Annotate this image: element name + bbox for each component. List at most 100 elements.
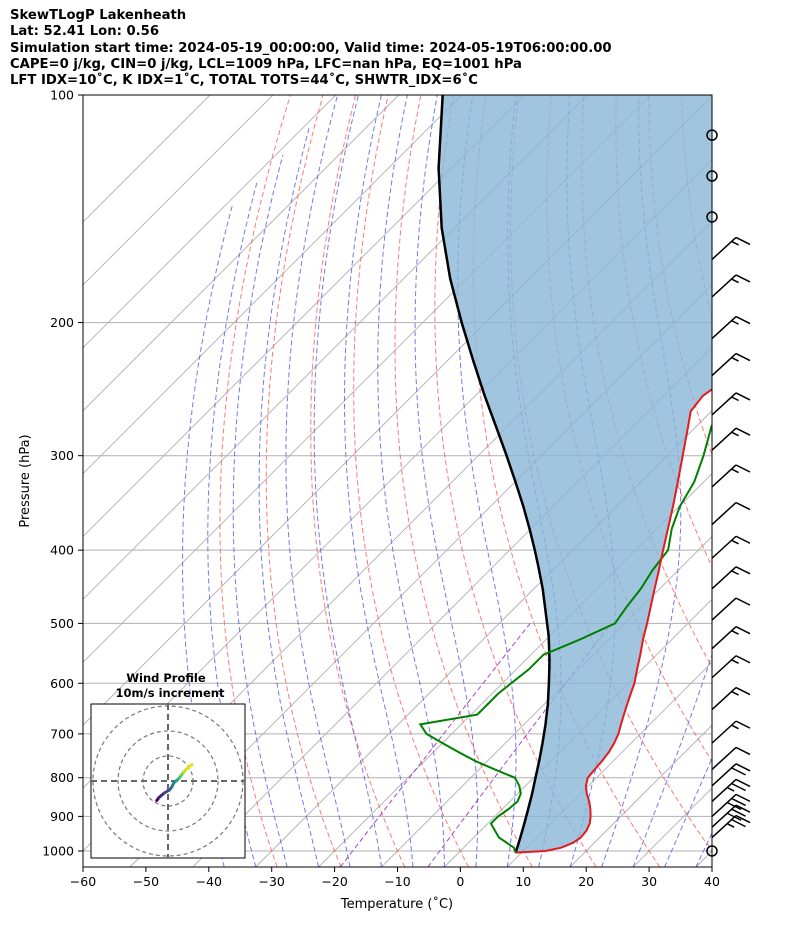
wind-barb-half xyxy=(726,786,735,792)
wind-barb-full xyxy=(731,782,746,792)
x-tick-label: −10 xyxy=(384,874,410,889)
isotherm-line xyxy=(83,95,337,349)
wind-barb-full xyxy=(726,812,742,821)
x-tick-label: −40 xyxy=(196,874,222,889)
calm-wind-circle xyxy=(706,211,718,223)
cape-cin-shading xyxy=(438,95,712,853)
wind-barb-staff xyxy=(711,597,737,621)
wind-barb-full xyxy=(731,797,746,807)
wind-barb-staff xyxy=(711,746,737,770)
y-tick-label: 700 xyxy=(50,726,74,741)
wind-barb-full xyxy=(735,763,751,772)
x-tick-label: −20 xyxy=(321,874,347,889)
wind-barb-full xyxy=(735,626,751,635)
moist-adiabat xyxy=(601,95,682,867)
moist-adiabat xyxy=(632,653,712,867)
wind-barb-full xyxy=(735,535,751,544)
wind-barb-full xyxy=(735,236,751,246)
y-tick-label: 500 xyxy=(50,616,74,631)
calm-wind-circle xyxy=(706,845,718,857)
wind-barb-staff xyxy=(711,626,737,650)
axis-ticks: −60 −50 −40 −30 −20 −10 0 10 20 30 40 100 200 300 400 5… xyxy=(42,88,720,890)
wind-barb-staff xyxy=(711,352,737,377)
moist-adiabat xyxy=(285,95,351,867)
dry-adiabat xyxy=(219,95,291,867)
y-tick-label: 800 xyxy=(50,770,74,785)
x-tick-label: 20 xyxy=(578,874,594,889)
y-tick-label: 600 xyxy=(50,676,74,691)
wind-barb-full xyxy=(735,720,751,729)
wind-barb-half xyxy=(731,468,739,474)
x-tick-label: 10 xyxy=(515,874,531,889)
dry-adiabat xyxy=(353,95,469,867)
chart-header: SkewTLogP Lakenheath Lat: 52.41 Lon: 0.5… xyxy=(10,8,612,89)
wind-barb-full xyxy=(735,793,751,803)
time-line: Simulation start time: 2024-05-19_00:00:… xyxy=(10,40,612,56)
wind-barb-half xyxy=(731,539,739,545)
isotherm-line xyxy=(83,95,274,286)
x-tick-label: −30 xyxy=(259,874,285,889)
wind-barb-staff xyxy=(711,655,737,679)
wind-barb-full xyxy=(735,352,751,362)
wind-barb-full xyxy=(735,597,751,606)
wind-barb-half xyxy=(726,823,735,828)
mixing-ratio-line xyxy=(339,623,531,867)
wind-barb-half xyxy=(731,431,739,437)
profiles xyxy=(418,95,712,854)
moist-adiabat xyxy=(377,95,445,867)
x-axis-label: Temperature (˚C) xyxy=(340,896,453,912)
y-tick-label: 1000 xyxy=(42,843,74,858)
wind-barb-half xyxy=(731,630,739,635)
wind-barb-full xyxy=(731,767,746,776)
wind-barb-half xyxy=(731,278,739,284)
wind-barb-full xyxy=(735,392,751,401)
dry-adiabat xyxy=(747,95,794,867)
isotherm-line xyxy=(83,95,399,412)
wind-barb-full xyxy=(735,427,751,436)
location-line: Lat: 52.41 Lon: 0.56 xyxy=(10,24,160,40)
y-tick-label: 900 xyxy=(50,809,74,824)
wind-barb-full xyxy=(735,686,751,696)
wind-barb-full xyxy=(735,804,751,813)
wind-barb-full xyxy=(735,501,751,511)
wind-barb-full xyxy=(735,814,751,824)
wind-barb-full xyxy=(726,801,742,811)
hodograph-title: Wind Profile xyxy=(126,671,206,685)
wind-barb-half xyxy=(731,356,739,362)
indices-line-1: CAPE=0 j/kg, CIN=0 j/kg, LCL=1009 hPa, L… xyxy=(10,56,522,72)
temperature-line xyxy=(515,387,712,854)
wind-barb-staff xyxy=(711,392,737,416)
moist-adiabat xyxy=(344,95,414,867)
wind-barb-full xyxy=(735,746,751,756)
x-tick-label: 0 xyxy=(456,874,464,889)
isotherm-line xyxy=(506,661,712,867)
wind-barb-full xyxy=(731,808,746,817)
wind-barb-full xyxy=(735,315,751,325)
wind-barbs xyxy=(706,129,751,857)
cin-shaded-area xyxy=(438,95,712,853)
hodograph-subtitle: 10m/s increment xyxy=(116,686,225,700)
wind-barb-staff xyxy=(711,501,737,526)
dry-adiabat xyxy=(265,95,342,867)
dewpoint-line xyxy=(418,423,712,853)
wind-barb-half xyxy=(731,724,739,730)
wind-barb-full xyxy=(735,778,751,788)
x-tick-label: −60 xyxy=(70,874,96,889)
wind-barb-full xyxy=(735,274,751,283)
moist-adiabat xyxy=(313,95,382,867)
moist-adiabat xyxy=(232,154,288,867)
wind-barb-staff xyxy=(711,236,737,260)
moist-adiabat xyxy=(258,126,320,867)
wind-barb-staff xyxy=(711,566,737,590)
isotherm-line xyxy=(569,724,712,867)
wind-barb-full xyxy=(731,818,746,828)
isotherm-line xyxy=(381,535,712,867)
dry-adiabat xyxy=(714,95,794,867)
wind-barb-staff xyxy=(711,535,737,559)
moist-adiabat xyxy=(457,95,517,867)
wind-barb-staff xyxy=(711,464,737,488)
hodograph-segment xyxy=(187,763,194,769)
calm-wind-circle xyxy=(706,129,718,141)
hodograph-inset: Wind Profile 10m/s increment xyxy=(90,671,246,859)
y-tick-label: 300 xyxy=(50,448,74,463)
